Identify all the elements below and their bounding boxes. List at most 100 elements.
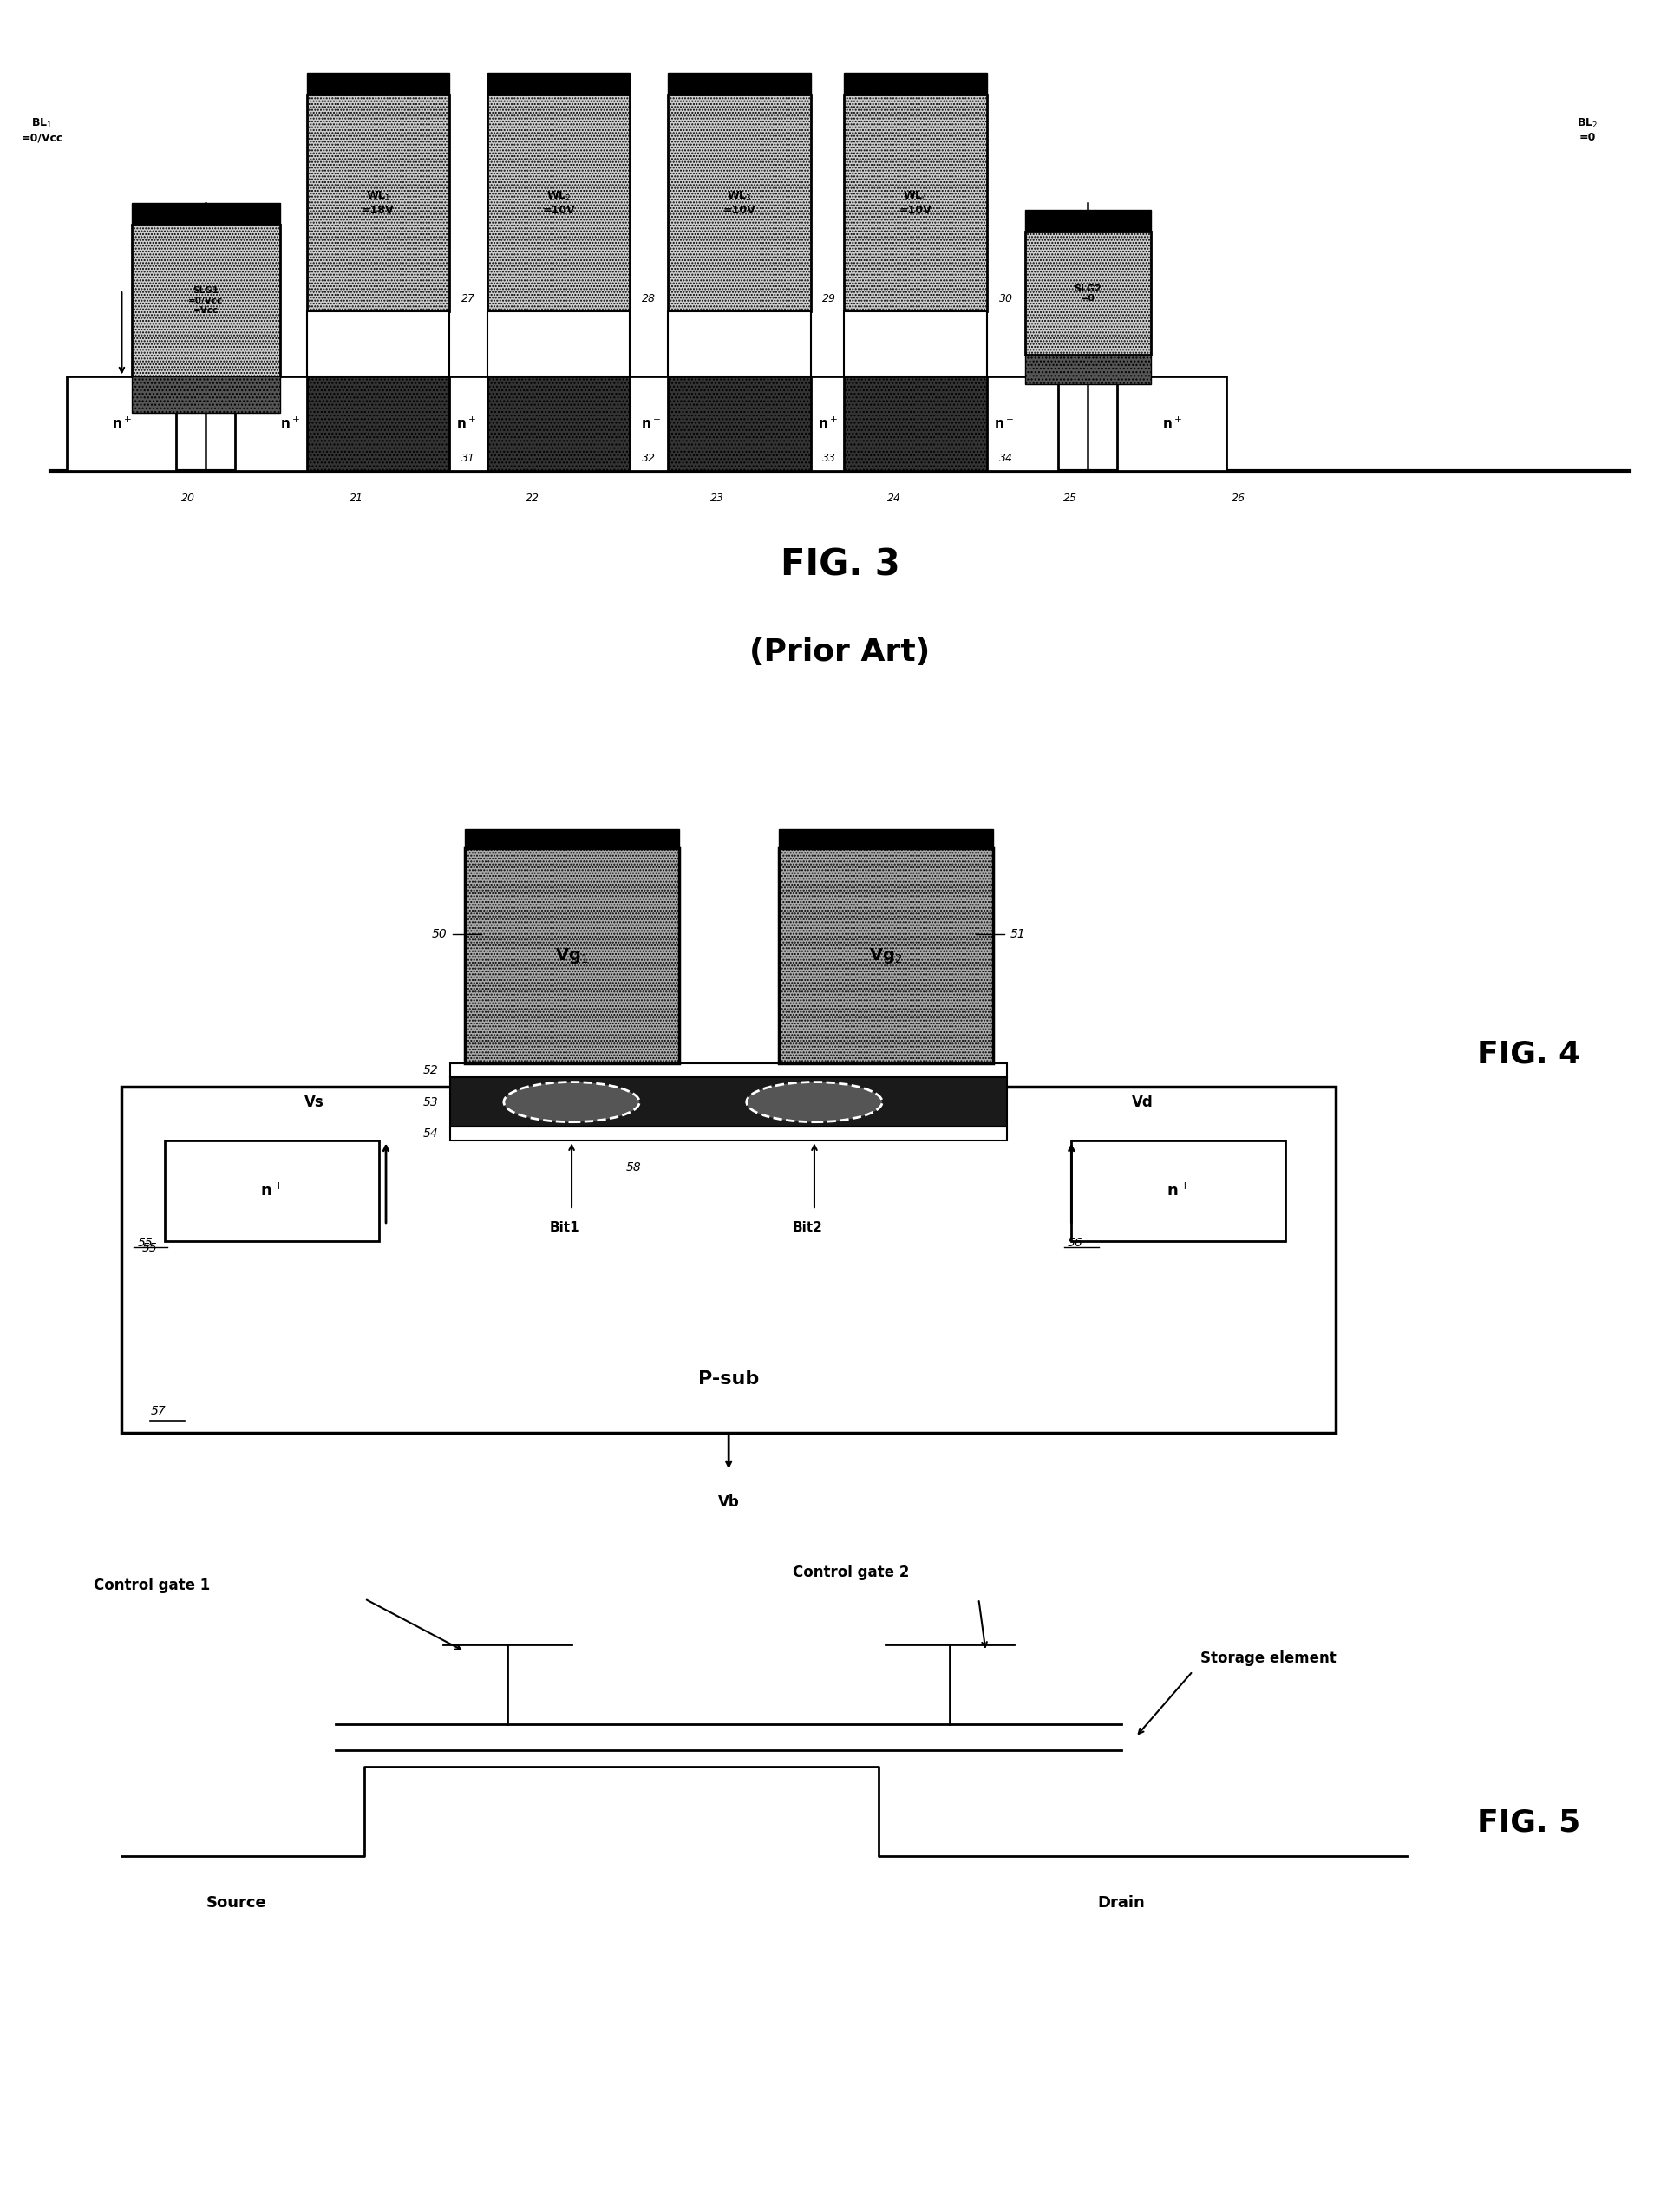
Bar [843, 94, 986, 312]
Text: Vg$_2$: Vg$_2$ [869, 946, 902, 964]
Text: WL$_2$
=10V: WL$_2$ =10V [543, 189, 575, 215]
Bar [487, 378, 630, 472]
Text: 30: 30 [998, 292, 1013, 305]
Text: 24: 24 [887, 492, 900, 505]
Text: 23: 23 [711, 492, 724, 505]
Bar [1072, 1142, 1285, 1241]
Bar [949, 378, 1058, 472]
Bar [487, 72, 630, 94]
Text: 57: 57 [151, 1405, 166, 1419]
Text: n$^+$: n$^+$ [457, 417, 475, 430]
Text: Drain: Drain [1097, 1895, 1146, 1911]
Bar [307, 94, 450, 312]
Text: 22: 22 [526, 492, 539, 505]
Bar [669, 72, 811, 94]
Bar [843, 378, 986, 472]
Text: 58: 58 [627, 1162, 642, 1175]
Text: FIG. 4: FIG. 4 [1477, 1039, 1581, 1069]
Text: (Prior Art): (Prior Art) [749, 637, 931, 668]
Text: BL$_2$
=0: BL$_2$ =0 [1578, 116, 1598, 143]
Text: SLG2
=0: SLG2 =0 [1074, 283, 1102, 303]
Bar [307, 72, 450, 94]
Text: WL$_3$
=10V: WL$_3$ =10V [722, 189, 756, 215]
Bar [412, 378, 521, 472]
Text: 29: 29 [823, 292, 837, 305]
Text: n$^+$: n$^+$ [260, 1181, 284, 1199]
Text: n$^+$: n$^+$ [113, 417, 131, 430]
Text: FIG. 3: FIG. 3 [780, 547, 900, 584]
Text: 26: 26 [1231, 492, 1245, 505]
Text: 28: 28 [642, 292, 655, 305]
Bar [450, 1127, 1008, 1142]
Text: Storage element: Storage element [1200, 1649, 1336, 1667]
Bar [307, 312, 450, 378]
Text: FIG. 5: FIG. 5 [1477, 1807, 1581, 1838]
Text: 52: 52 [423, 1065, 438, 1076]
Text: 55: 55 [143, 1243, 158, 1254]
Text: n$^+$: n$^+$ [642, 417, 660, 430]
Text: 27: 27 [460, 292, 475, 305]
Bar [1025, 356, 1151, 384]
Ellipse shape [746, 1083, 882, 1122]
Text: 20: 20 [181, 492, 195, 505]
Bar [133, 224, 279, 378]
Text: 50: 50 [432, 929, 447, 940]
Bar [464, 828, 679, 848]
Text: 33: 33 [823, 452, 837, 463]
Bar [843, 72, 986, 94]
Text: Source: Source [205, 1895, 267, 1911]
Bar [133, 202, 279, 224]
Text: 55: 55 [138, 1236, 153, 1250]
Text: 25: 25 [1063, 492, 1077, 505]
Bar [780, 828, 993, 848]
Bar [487, 312, 630, 378]
Bar [1025, 211, 1151, 233]
Bar [1025, 233, 1151, 356]
Text: BL$_1$
=0/Vcc: BL$_1$ =0/Vcc [22, 116, 62, 143]
Text: P-sub: P-sub [699, 1370, 759, 1388]
Text: 53: 53 [423, 1096, 438, 1109]
Text: Vg$_1$: Vg$_1$ [554, 946, 588, 964]
Bar [780, 848, 993, 1063]
Text: 34: 34 [998, 452, 1013, 463]
Bar [464, 848, 679, 1063]
Text: 56: 56 [1067, 1236, 1082, 1250]
Text: Control gate 1: Control gate 1 [94, 1577, 210, 1594]
Text: WL$_1$
=18V: WL$_1$ =18V [361, 189, 395, 215]
Bar [669, 312, 811, 378]
Bar [235, 378, 344, 472]
Text: n$^+$: n$^+$ [1168, 1181, 1189, 1199]
Text: Bit2: Bit2 [791, 1221, 823, 1234]
Bar [1117, 378, 1226, 472]
Text: Control gate 2: Control gate 2 [793, 1564, 909, 1581]
Text: SLG1
=0/Vcc
=Vcc: SLG1 =0/Vcc =Vcc [188, 285, 223, 316]
Text: n$^+$: n$^+$ [281, 417, 299, 430]
Text: Vd: Vd [1132, 1094, 1154, 1111]
Text: WL$_4$
=10V: WL$_4$ =10V [899, 189, 932, 215]
Bar [487, 94, 630, 312]
Bar [450, 1063, 1008, 1076]
Text: Bit1: Bit1 [549, 1221, 580, 1234]
Bar [596, 378, 706, 472]
Bar [773, 378, 882, 472]
Text: Vs: Vs [304, 1094, 324, 1111]
Text: 32: 32 [642, 452, 655, 463]
Text: Vb: Vb [717, 1493, 739, 1511]
Bar [669, 94, 811, 312]
Text: 31: 31 [460, 452, 475, 463]
Text: 21: 21 [349, 492, 363, 505]
Text: 51: 51 [1010, 929, 1025, 940]
Bar [123, 1087, 1336, 1434]
Bar [450, 1076, 1008, 1127]
Bar [165, 1142, 380, 1241]
Ellipse shape [504, 1083, 640, 1122]
Bar [67, 378, 176, 472]
Text: n$^+$: n$^+$ [818, 417, 837, 430]
Text: 54: 54 [423, 1129, 438, 1140]
Bar [133, 378, 279, 413]
Bar [307, 378, 450, 472]
Text: n$^+$: n$^+$ [1163, 417, 1181, 430]
Bar [669, 378, 811, 472]
Text: n$^+$: n$^+$ [995, 417, 1013, 430]
Bar [843, 312, 986, 378]
